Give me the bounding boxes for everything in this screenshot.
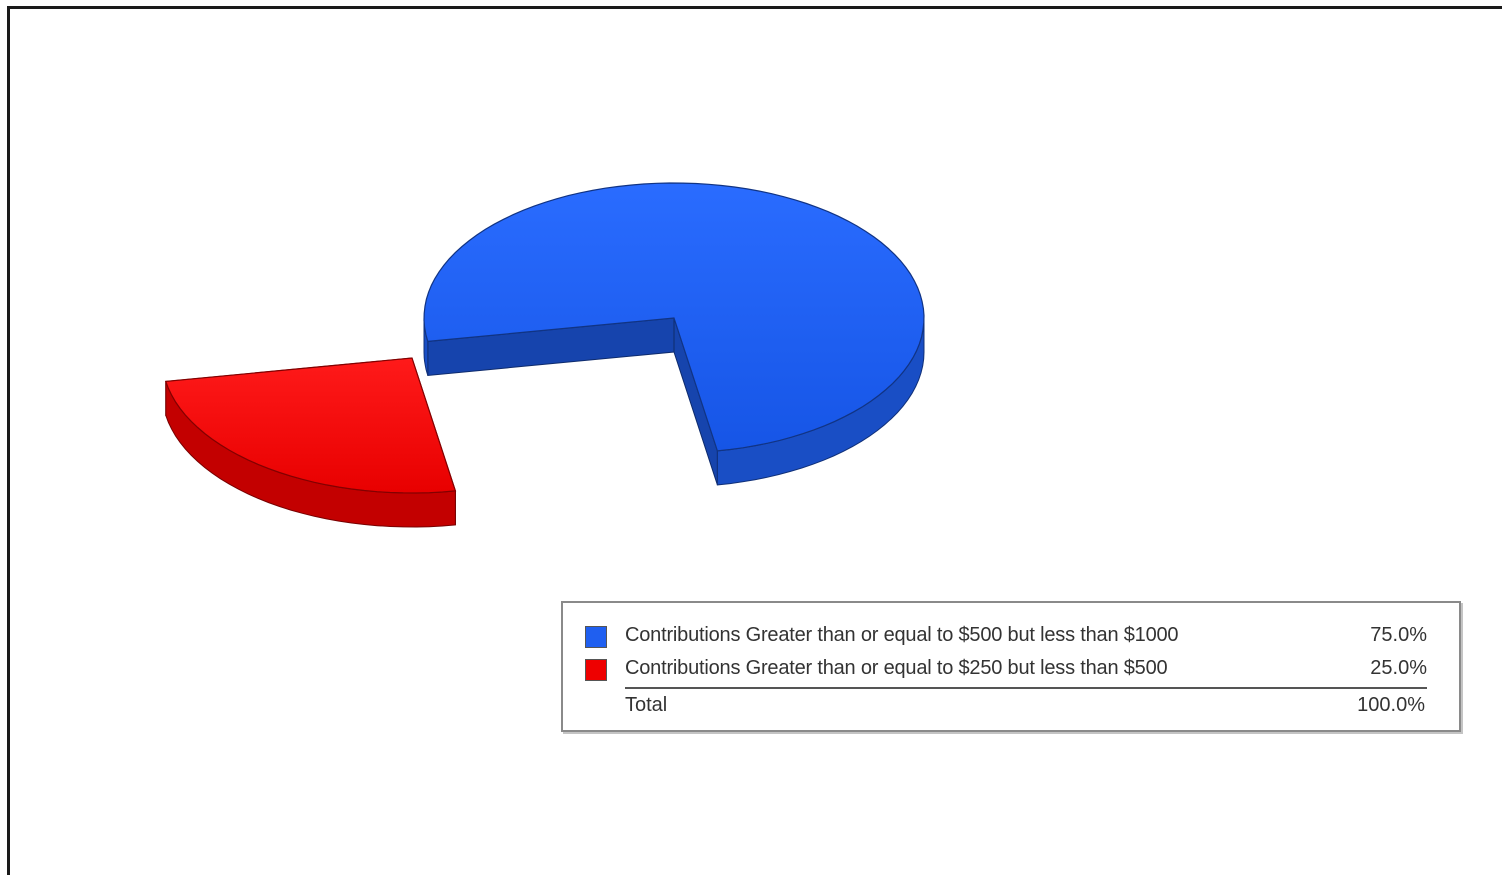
legend-percent: 25.0% [1370,657,1427,679]
legend-item: Contributions Greater than or equal to $… [585,655,1427,685]
legend-percent: 75.0% [1370,624,1427,646]
pie-slice-top [423,182,925,452]
legend-label: Contributions Greater than or equal to $… [625,657,1168,679]
legend-item: Contributions Greater than or equal to $… [585,622,1427,652]
pie-slice [423,182,925,486]
pie-slice-top [164,357,457,494]
legend-swatch-red [585,659,607,681]
legend-swatch-blue [585,626,607,648]
pie-slice [164,357,457,528]
legend-divider [625,687,1427,689]
legend-total-percent: 100.0% [1357,694,1425,716]
chart-legend: Contributions Greater than or equal to $… [561,601,1461,732]
legend-total-label: Total [625,694,668,716]
legend-label: Contributions Greater than or equal to $… [625,624,1179,646]
